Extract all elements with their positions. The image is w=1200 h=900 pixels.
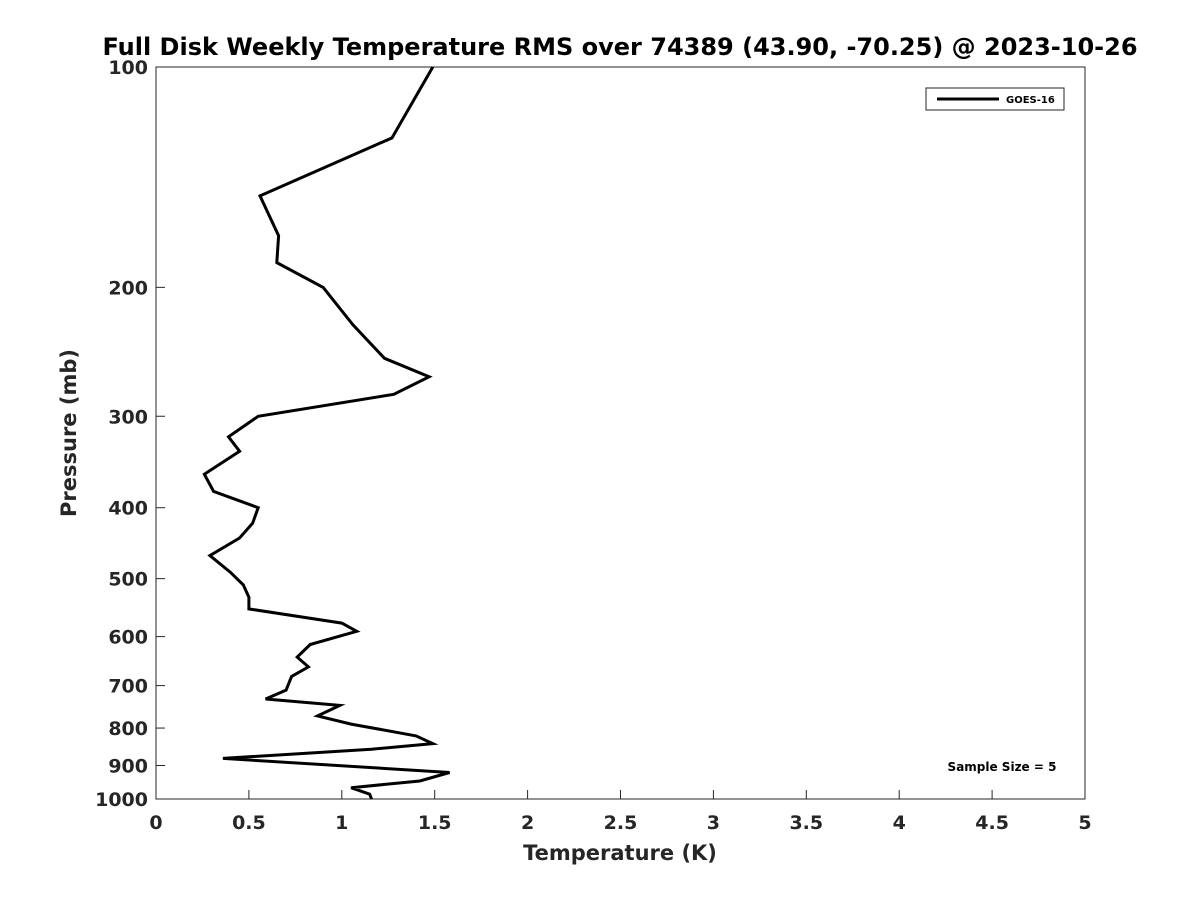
y-tick-label: 200 xyxy=(108,277,148,299)
y-tick-label: 1000 xyxy=(95,789,148,811)
x-tick-label: 4 xyxy=(893,812,906,834)
y-axis-label: Pressure (mb) xyxy=(57,349,81,517)
x-tick-label: 0.5 xyxy=(232,812,266,834)
x-tick-label: 4.5 xyxy=(975,812,1009,834)
y-tick-label: 600 xyxy=(108,627,148,649)
x-axis-label: Temperature (K) xyxy=(523,841,717,865)
x-tick-label: 1.5 xyxy=(418,812,452,834)
x-tick-label: 3.5 xyxy=(789,812,823,834)
y-tick-label: 900 xyxy=(108,756,148,778)
x-tick-label: 3 xyxy=(707,812,720,834)
y-tick-label: 500 xyxy=(108,569,148,591)
series-line-goes-16 xyxy=(202,66,451,800)
y-tick-label: 700 xyxy=(108,676,148,698)
y-axis-ticks: 100 200 300 400 500 600 700 800 900 1000 xyxy=(95,57,165,811)
x-tick-label: 0 xyxy=(149,812,162,834)
x-axis-ticks: 0 0.5 1 1.5 2 2.5 3 3.5 4 4.5 5 xyxy=(149,790,1092,834)
sample-size-annotation: Sample Size = 5 xyxy=(948,760,1057,774)
chart-title: Full Disk Weekly Temperature RMS over 74… xyxy=(102,33,1137,61)
x-tick-label: 2.5 xyxy=(604,812,638,834)
legend-label-goes-16: GOES-16 xyxy=(1006,95,1055,106)
x-tick-label: 5 xyxy=(1078,812,1091,834)
y-tick-label: 400 xyxy=(108,498,148,520)
y-tick-label: 100 xyxy=(108,57,148,79)
plot-area xyxy=(155,66,1086,800)
legend: GOES-16 xyxy=(925,87,1065,111)
x-tick-label: 1 xyxy=(335,812,348,834)
y-tick-label: 300 xyxy=(108,406,148,428)
series-layer xyxy=(202,66,451,800)
x-tick-label: 2 xyxy=(521,812,534,834)
y-tick-label: 800 xyxy=(108,718,148,740)
